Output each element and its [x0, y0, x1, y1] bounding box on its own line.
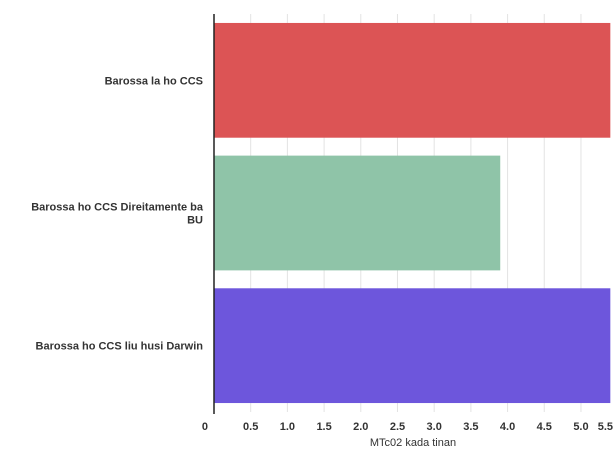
x-tick-label: 3.0: [427, 421, 442, 433]
x-tick-label: 0: [202, 421, 208, 433]
x-axis-title: MTc02 kada tinan: [370, 437, 456, 447]
x-tick-label: 3.5: [463, 421, 478, 433]
category-label: Barossa la ho CCS: [105, 75, 203, 87]
x-tick-label: 2.5: [390, 421, 405, 433]
x-tick-label: 1.0: [280, 421, 295, 433]
category-labels: Barossa la ho CCS Barossa ho CCS Direitam…: [31, 75, 204, 352]
x-tick-label: 5.5: [598, 421, 613, 433]
x-tick-label: 2.0: [353, 421, 368, 433]
category-label: Barossa ho CCS liu husi Darwin: [36, 341, 204, 353]
bar: [214, 155, 501, 271]
x-tick-label: 0.5: [243, 421, 258, 433]
bars: [214, 22, 611, 404]
bar: [214, 22, 611, 138]
bar: [214, 288, 611, 404]
x-tick-label: 4.0: [500, 421, 515, 433]
x-tick-label: 5.0: [573, 421, 588, 433]
x-tick-labels: 0 0.5 1.0 1.5 2.0 2.5 3.0 3.5 4.0 4.5 5.0 5.5: [202, 421, 613, 433]
category-label: Barossa ho CCS Direitamente ba BU: [31, 202, 204, 227]
x-tick-label: 4.5: [537, 421, 552, 433]
x-tick-label: 1.5: [316, 421, 331, 433]
